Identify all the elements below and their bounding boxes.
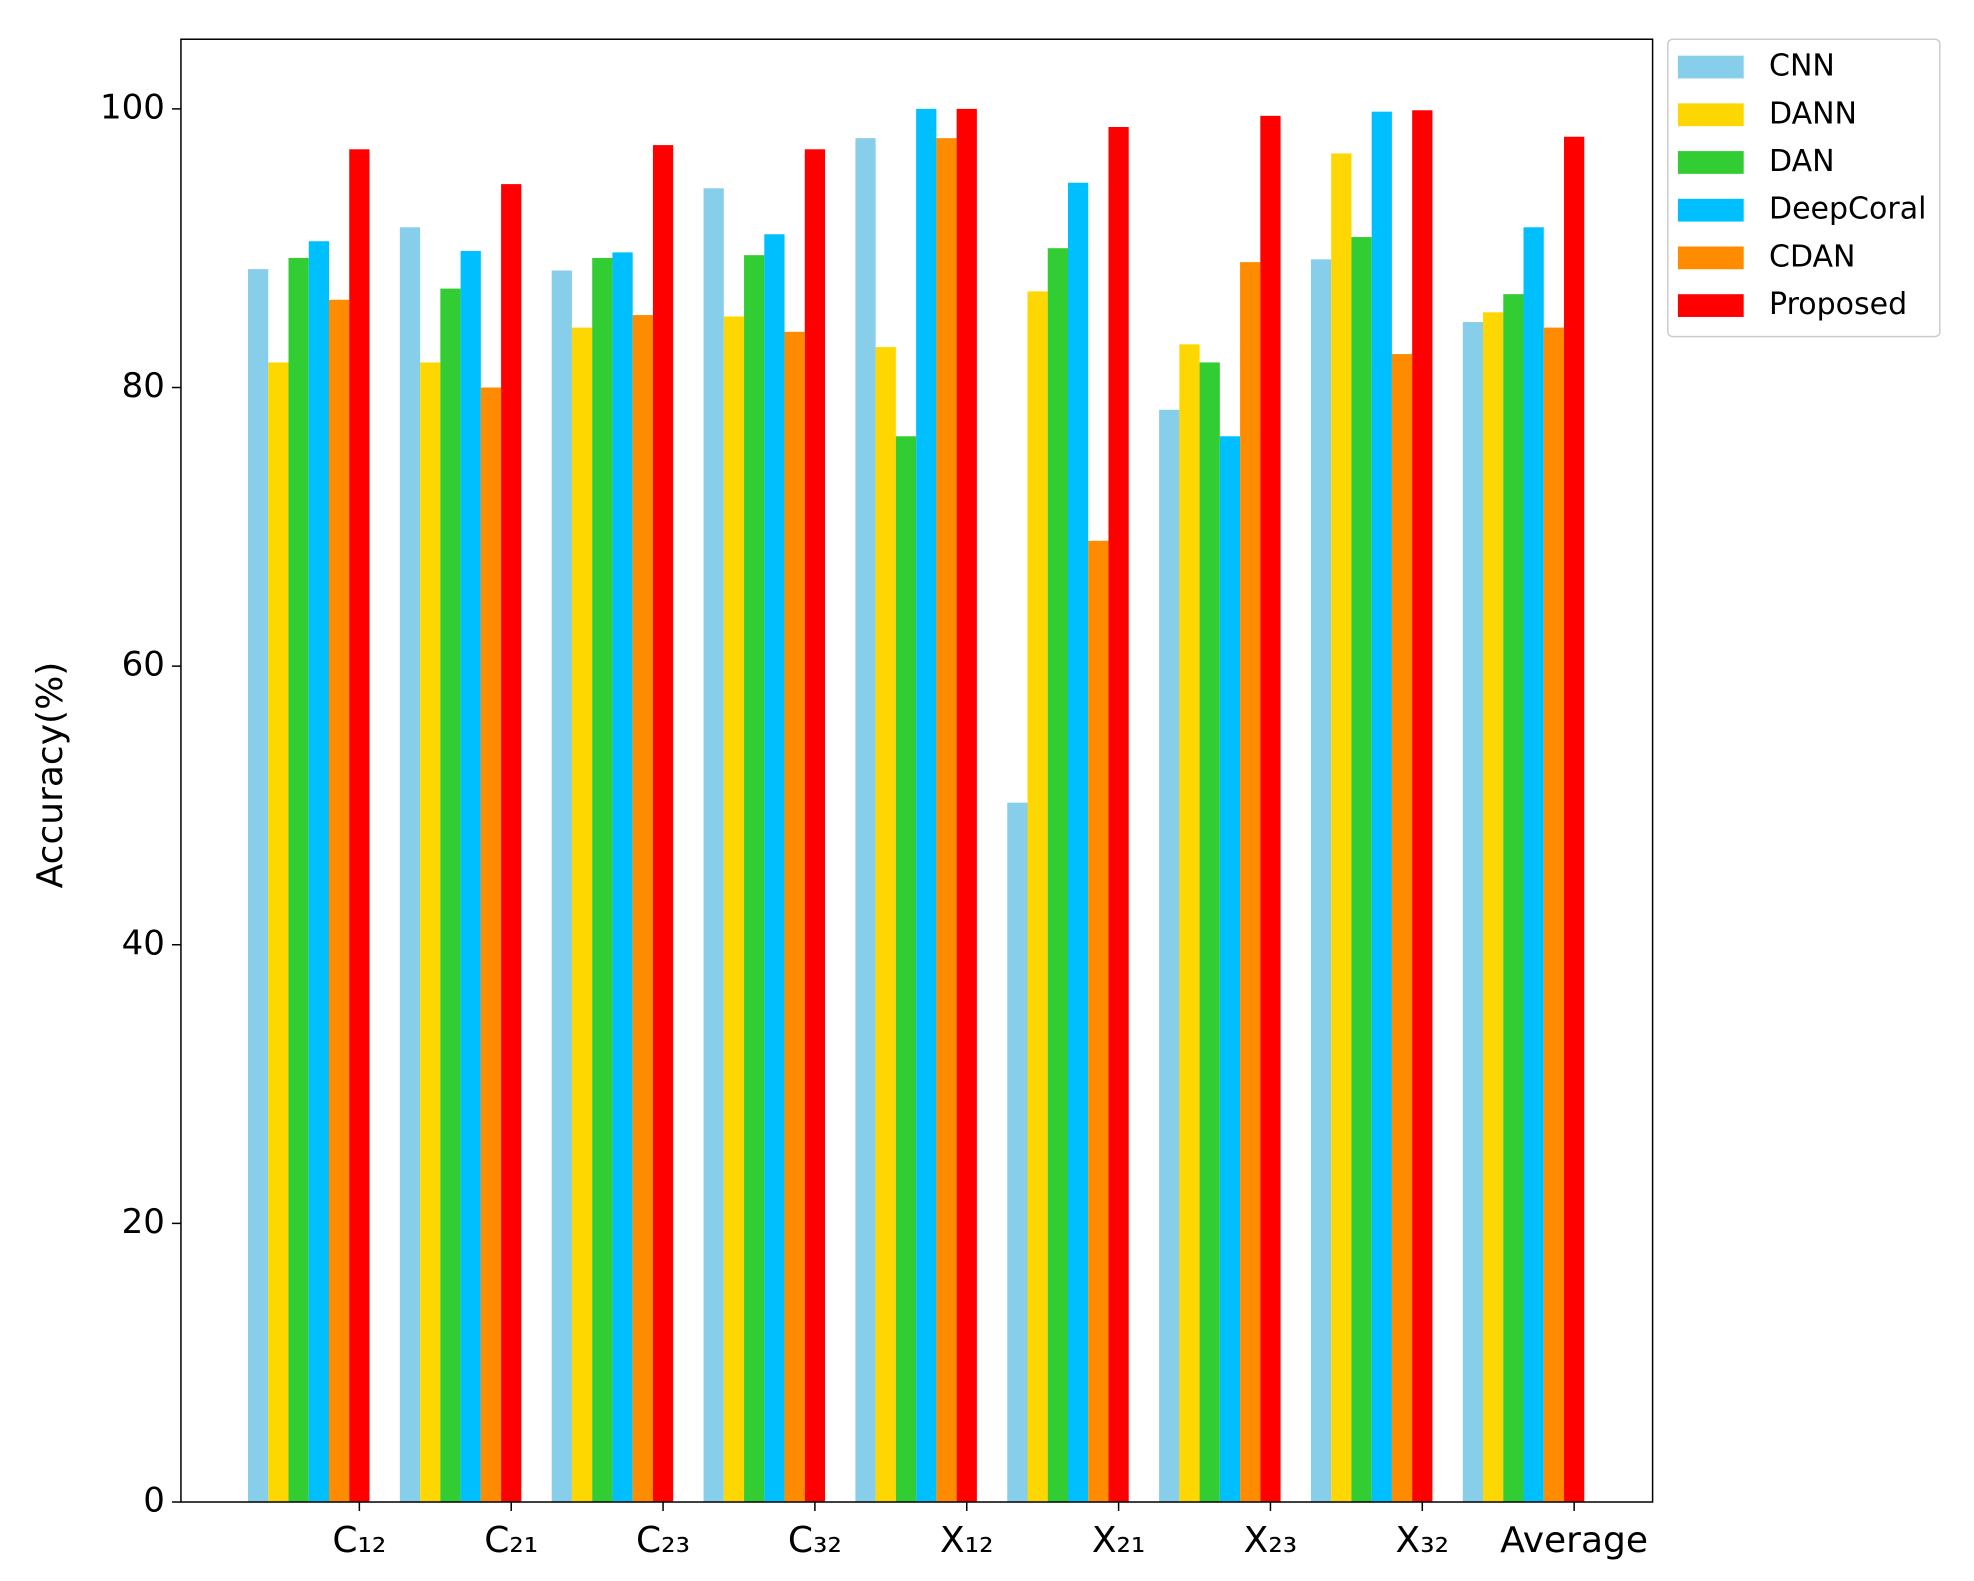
bar xyxy=(349,149,370,1503)
bar xyxy=(1027,291,1048,1503)
bar xyxy=(288,257,309,1503)
bar xyxy=(268,362,289,1503)
bar xyxy=(1564,136,1585,1503)
bar xyxy=(1007,802,1028,1503)
x-tick-label: C₁₂ xyxy=(332,1520,386,1561)
x-tick-label: Average xyxy=(1500,1520,1648,1561)
legend-label: CDAN xyxy=(1769,239,1855,274)
bar xyxy=(501,184,522,1503)
x-tick-label: X₂₃ xyxy=(1244,1520,1298,1561)
legend-swatch xyxy=(1677,246,1744,270)
bar xyxy=(329,299,350,1503)
y-tick-label: 40 xyxy=(122,923,165,963)
x-tick-label: C₃₂ xyxy=(788,1520,842,1561)
bar xyxy=(1391,354,1413,1503)
legend-label: DeepCoral xyxy=(1769,192,1926,227)
bar xyxy=(1047,248,1068,1503)
y-tick-label: 60 xyxy=(122,645,165,685)
legend-swatch xyxy=(1677,294,1744,317)
legend-label: DANN xyxy=(1769,96,1857,131)
bar xyxy=(1371,111,1392,1503)
bar xyxy=(592,257,613,1503)
legend-swatch xyxy=(1677,198,1744,222)
y-tick-label: 80 xyxy=(122,366,165,406)
x-tick-label: X₁₂ xyxy=(940,1520,994,1561)
bar xyxy=(399,227,421,1503)
bar xyxy=(1159,409,1180,1503)
legend-label: Proposed xyxy=(1769,287,1907,322)
bar xyxy=(460,250,481,1503)
bar xyxy=(916,108,937,1503)
bar xyxy=(420,362,441,1503)
bar xyxy=(1483,312,1504,1503)
bar xyxy=(956,108,977,1503)
bar xyxy=(1503,294,1524,1503)
bar xyxy=(1199,362,1220,1503)
y-tick-label: 0 xyxy=(143,1481,165,1521)
bar xyxy=(1260,115,1281,1503)
bar xyxy=(936,138,957,1503)
bar xyxy=(440,288,461,1503)
legend-label: DAN xyxy=(1769,144,1835,179)
bar xyxy=(1240,262,1261,1503)
bar xyxy=(1219,436,1241,1503)
legend-swatch xyxy=(1677,55,1744,79)
bar xyxy=(1351,237,1372,1503)
bar xyxy=(1310,259,1332,1503)
x-tick-label: X₃₂ xyxy=(1396,1520,1450,1561)
bar xyxy=(1462,322,1484,1503)
y-tick-label: 20 xyxy=(122,1202,165,1242)
bar xyxy=(723,316,745,1503)
bar xyxy=(804,149,826,1503)
bar xyxy=(1067,182,1089,1503)
y-tick-label: 100 xyxy=(100,87,165,127)
bar xyxy=(1331,153,1352,1503)
bar xyxy=(308,241,329,1503)
y-axis-label: Accuracy(%) xyxy=(30,662,71,889)
bar xyxy=(784,331,805,1503)
bar xyxy=(1523,227,1544,1503)
bar xyxy=(744,255,765,1503)
bar xyxy=(571,327,593,1503)
bar xyxy=(1543,327,1565,1503)
legend-label: CNN xyxy=(1769,49,1835,84)
bar xyxy=(855,138,876,1503)
legend-swatch xyxy=(1677,103,1744,127)
legend-swatch xyxy=(1677,151,1744,174)
bar xyxy=(248,269,269,1503)
bar xyxy=(1412,110,1433,1503)
bar xyxy=(632,315,653,1503)
bar xyxy=(652,145,674,1503)
plot-frame xyxy=(180,38,1654,1503)
bar xyxy=(875,347,896,1503)
x-tick-label: C₂₃ xyxy=(636,1520,690,1561)
bar xyxy=(612,252,633,1503)
x-tick-label: C₂₁ xyxy=(484,1520,538,1561)
bar xyxy=(1179,344,1200,1503)
bar xyxy=(551,270,572,1503)
x-tick-label: X₂₁ xyxy=(1092,1520,1146,1561)
bar xyxy=(895,436,917,1503)
bar xyxy=(1108,126,1129,1503)
bar xyxy=(764,234,785,1503)
bar xyxy=(1088,540,1109,1503)
bar xyxy=(480,387,502,1503)
bar xyxy=(703,188,724,1503)
